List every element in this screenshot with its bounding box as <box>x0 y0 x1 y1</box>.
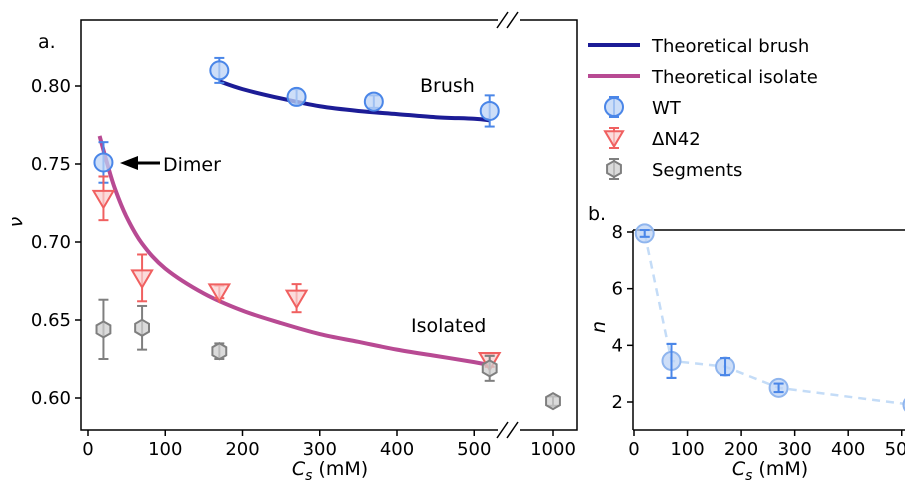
break-gap-top <box>498 17 520 23</box>
x-axis-title: Cs (mM) <box>292 458 368 481</box>
legend: Theoretical brush Theoretical isolate WT ΔN… <box>588 36 818 181</box>
data-point <box>545 391 561 411</box>
series-WT <box>93 56 500 184</box>
panel-b: 2 4 6 8 0 100 200 300 400 500 Cs (mM) n b. <box>588 203 905 481</box>
data-point <box>211 342 228 361</box>
x-tick-label: 100 <box>670 439 704 460</box>
data-point <box>130 269 154 290</box>
legend-label: Theoretical isolate <box>651 67 818 88</box>
legend-marker-wt <box>604 97 624 117</box>
y-axis-title: n <box>588 321 610 333</box>
legend-label: Theoretical brush <box>651 36 809 57</box>
x-tick-label: 300 <box>777 439 811 460</box>
data-point <box>209 60 230 81</box>
error-bar-front <box>773 382 784 394</box>
y-axis-title: ν <box>5 216 27 227</box>
isolated-annotation: Isolated <box>411 315 486 337</box>
data-point <box>93 152 114 173</box>
error-bar-front <box>720 357 731 377</box>
y-tick-label: 0.65 <box>31 310 71 331</box>
plot-frame <box>80 19 578 431</box>
axis-break-mark <box>506 421 519 439</box>
x-tick-label: 400 <box>380 439 414 460</box>
dimer-arrow-head <box>120 156 138 170</box>
y-tick-label: 2 <box>612 392 623 413</box>
x-tick-label: 500 <box>457 439 491 460</box>
data-point <box>286 86 307 107</box>
legend-label: Segments <box>652 160 742 181</box>
x-tick-label: 0 <box>628 439 639 460</box>
brush-annotation: Brush <box>420 75 475 97</box>
data-point <box>479 100 500 121</box>
theoretical-isolate-curve <box>97 135 491 368</box>
legend-marker-segments <box>606 159 622 179</box>
data-point <box>91 189 116 210</box>
y-tick-label: 4 <box>612 335 623 356</box>
theoretical-brush-curve <box>218 79 490 123</box>
y-tick-label: 0.70 <box>31 232 71 253</box>
data-point <box>363 91 384 112</box>
x-tick-label: 300 <box>303 439 337 460</box>
legend-label: WT <box>652 98 682 119</box>
data-point <box>284 289 309 310</box>
x-tick-label: 200 <box>225 439 259 460</box>
y-tick-label: 0.75 <box>31 154 71 175</box>
x-tick-label: 500 <box>885 439 905 460</box>
data-point <box>95 320 112 339</box>
y-tick-label: 0.60 <box>31 388 71 409</box>
break-gap-bottom <box>498 427 520 433</box>
y-tick-label: 8 <box>612 222 623 243</box>
panel-a: 0.60 0.65 0.70 0.75 0.80 0 100 200 300 400 500 1000… <box>5 11 578 481</box>
axis-break-mark <box>506 11 519 29</box>
x-tick-label: 400 <box>831 439 865 460</box>
data-point <box>481 359 498 378</box>
legend-marker-dn42 <box>603 130 625 149</box>
x-tick-label: 200 <box>724 439 758 460</box>
x-tick-label: 1000 <box>530 439 576 460</box>
legend-label: ΔN42 <box>652 129 701 150</box>
y-tick-label: 0.80 <box>31 76 71 97</box>
data-point <box>134 318 150 337</box>
panel-label-b: b. <box>588 203 606 225</box>
x-axis-title: Cs (mM) <box>732 458 808 481</box>
panel-label-a: a. <box>38 31 56 53</box>
x-tick-label: 0 <box>82 439 93 460</box>
error-bar-front <box>639 229 650 238</box>
axis-break-mark <box>496 421 509 439</box>
x-tick-label: 100 <box>148 439 182 460</box>
series-Segments <box>95 298 561 411</box>
dimer-annotation: Dimer <box>163 154 221 176</box>
error-bar-front <box>666 342 677 379</box>
y-tick-label: 6 <box>612 279 623 300</box>
data-point <box>207 283 232 304</box>
series-N42 <box>91 175 502 373</box>
axis-break-mark <box>496 11 509 29</box>
